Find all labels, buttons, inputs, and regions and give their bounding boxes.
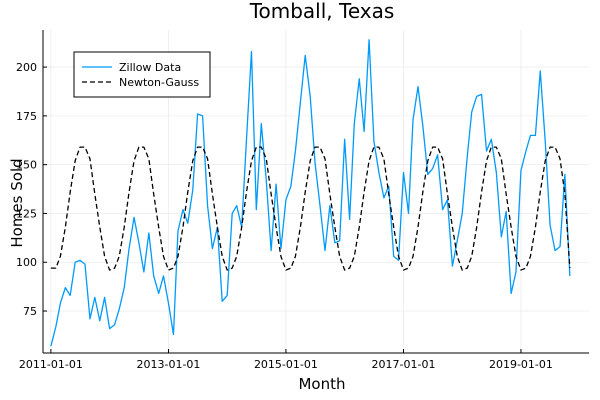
- x-tick-label: 2013-01-01: [137, 358, 201, 371]
- y-tick-label: 200: [16, 61, 37, 74]
- y-tick-label: 175: [16, 110, 37, 123]
- legend-label-zillow-data: Zillow Data: [119, 61, 181, 74]
- series-line-newton-gauss: [50, 146, 571, 271]
- y-tick-label: 100: [16, 256, 37, 269]
- chart-title: Tomball, Texas: [249, 0, 395, 23]
- y-tick-label: 150: [16, 159, 37, 172]
- x-tick-label: 2011-01-01: [19, 358, 83, 371]
- legend: Zillow Data Newton-Gauss: [73, 51, 211, 98]
- y-tick-label: 125: [16, 207, 37, 220]
- series-line-zillow-data: [50, 39, 571, 347]
- x-axis-label: Month: [298, 375, 345, 393]
- y-tick-label: 75: [23, 305, 37, 318]
- y-axis-label: Homes Sold: [8, 158, 26, 247]
- legend-box: [73, 51, 211, 98]
- x-tick-label: 2019-01-01: [489, 358, 553, 371]
- axes: 2011-01-01 2013-01-01 2015-01-01 2017-01-01…: [16, 30, 589, 371]
- x-tick-label: 2017-01-01: [372, 358, 436, 371]
- x-tick-label: 2015-01-01: [254, 358, 318, 371]
- series-layer: [50, 39, 571, 347]
- legend-label-newton-gauss: Newton-Gauss: [119, 76, 199, 89]
